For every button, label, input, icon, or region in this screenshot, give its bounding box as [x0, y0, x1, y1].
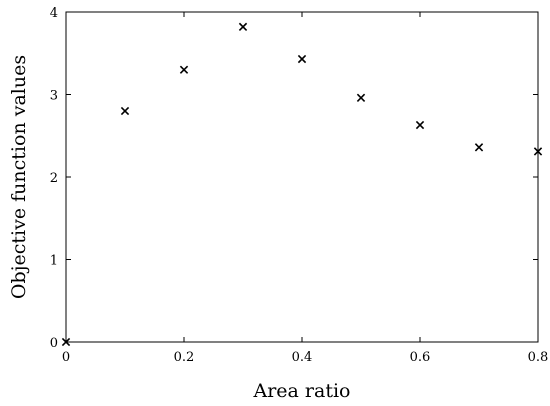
data-point [533, 147, 543, 156]
y-tick-label: 1 [50, 254, 58, 269]
data-point [179, 65, 189, 74]
data-point [297, 54, 307, 64]
y-tick-label: 4 [50, 6, 58, 21]
y-tick-label: 2 [50, 171, 58, 186]
markers-layer [61, 22, 543, 347]
x-tick-label: 0.4 [292, 350, 313, 365]
data-point [474, 143, 484, 152]
data-point [238, 22, 248, 32]
plot-frame [65, 11, 539, 343]
ticks-layer [65, 11, 539, 343]
x-tick-label: 0 [62, 350, 70, 365]
x-tick-label: 0.8 [528, 350, 549, 365]
x-axis-label: Area ratio [253, 380, 351, 402]
y-tick-label: 0 [50, 336, 58, 351]
tick-labels-layer: 0 0.2 0.4 0.6 0.8 0 1 2 3 4 [50, 6, 549, 365]
x-tick-label: 0.6 [410, 350, 431, 365]
y-axis-label: Objective function values [8, 55, 30, 299]
data-point [61, 337, 71, 347]
data-point [120, 106, 130, 116]
data-point [356, 93, 366, 102]
x-tick-label: 0.2 [174, 350, 195, 365]
y-tick-label: 3 [50, 89, 58, 104]
data-point [415, 120, 425, 130]
